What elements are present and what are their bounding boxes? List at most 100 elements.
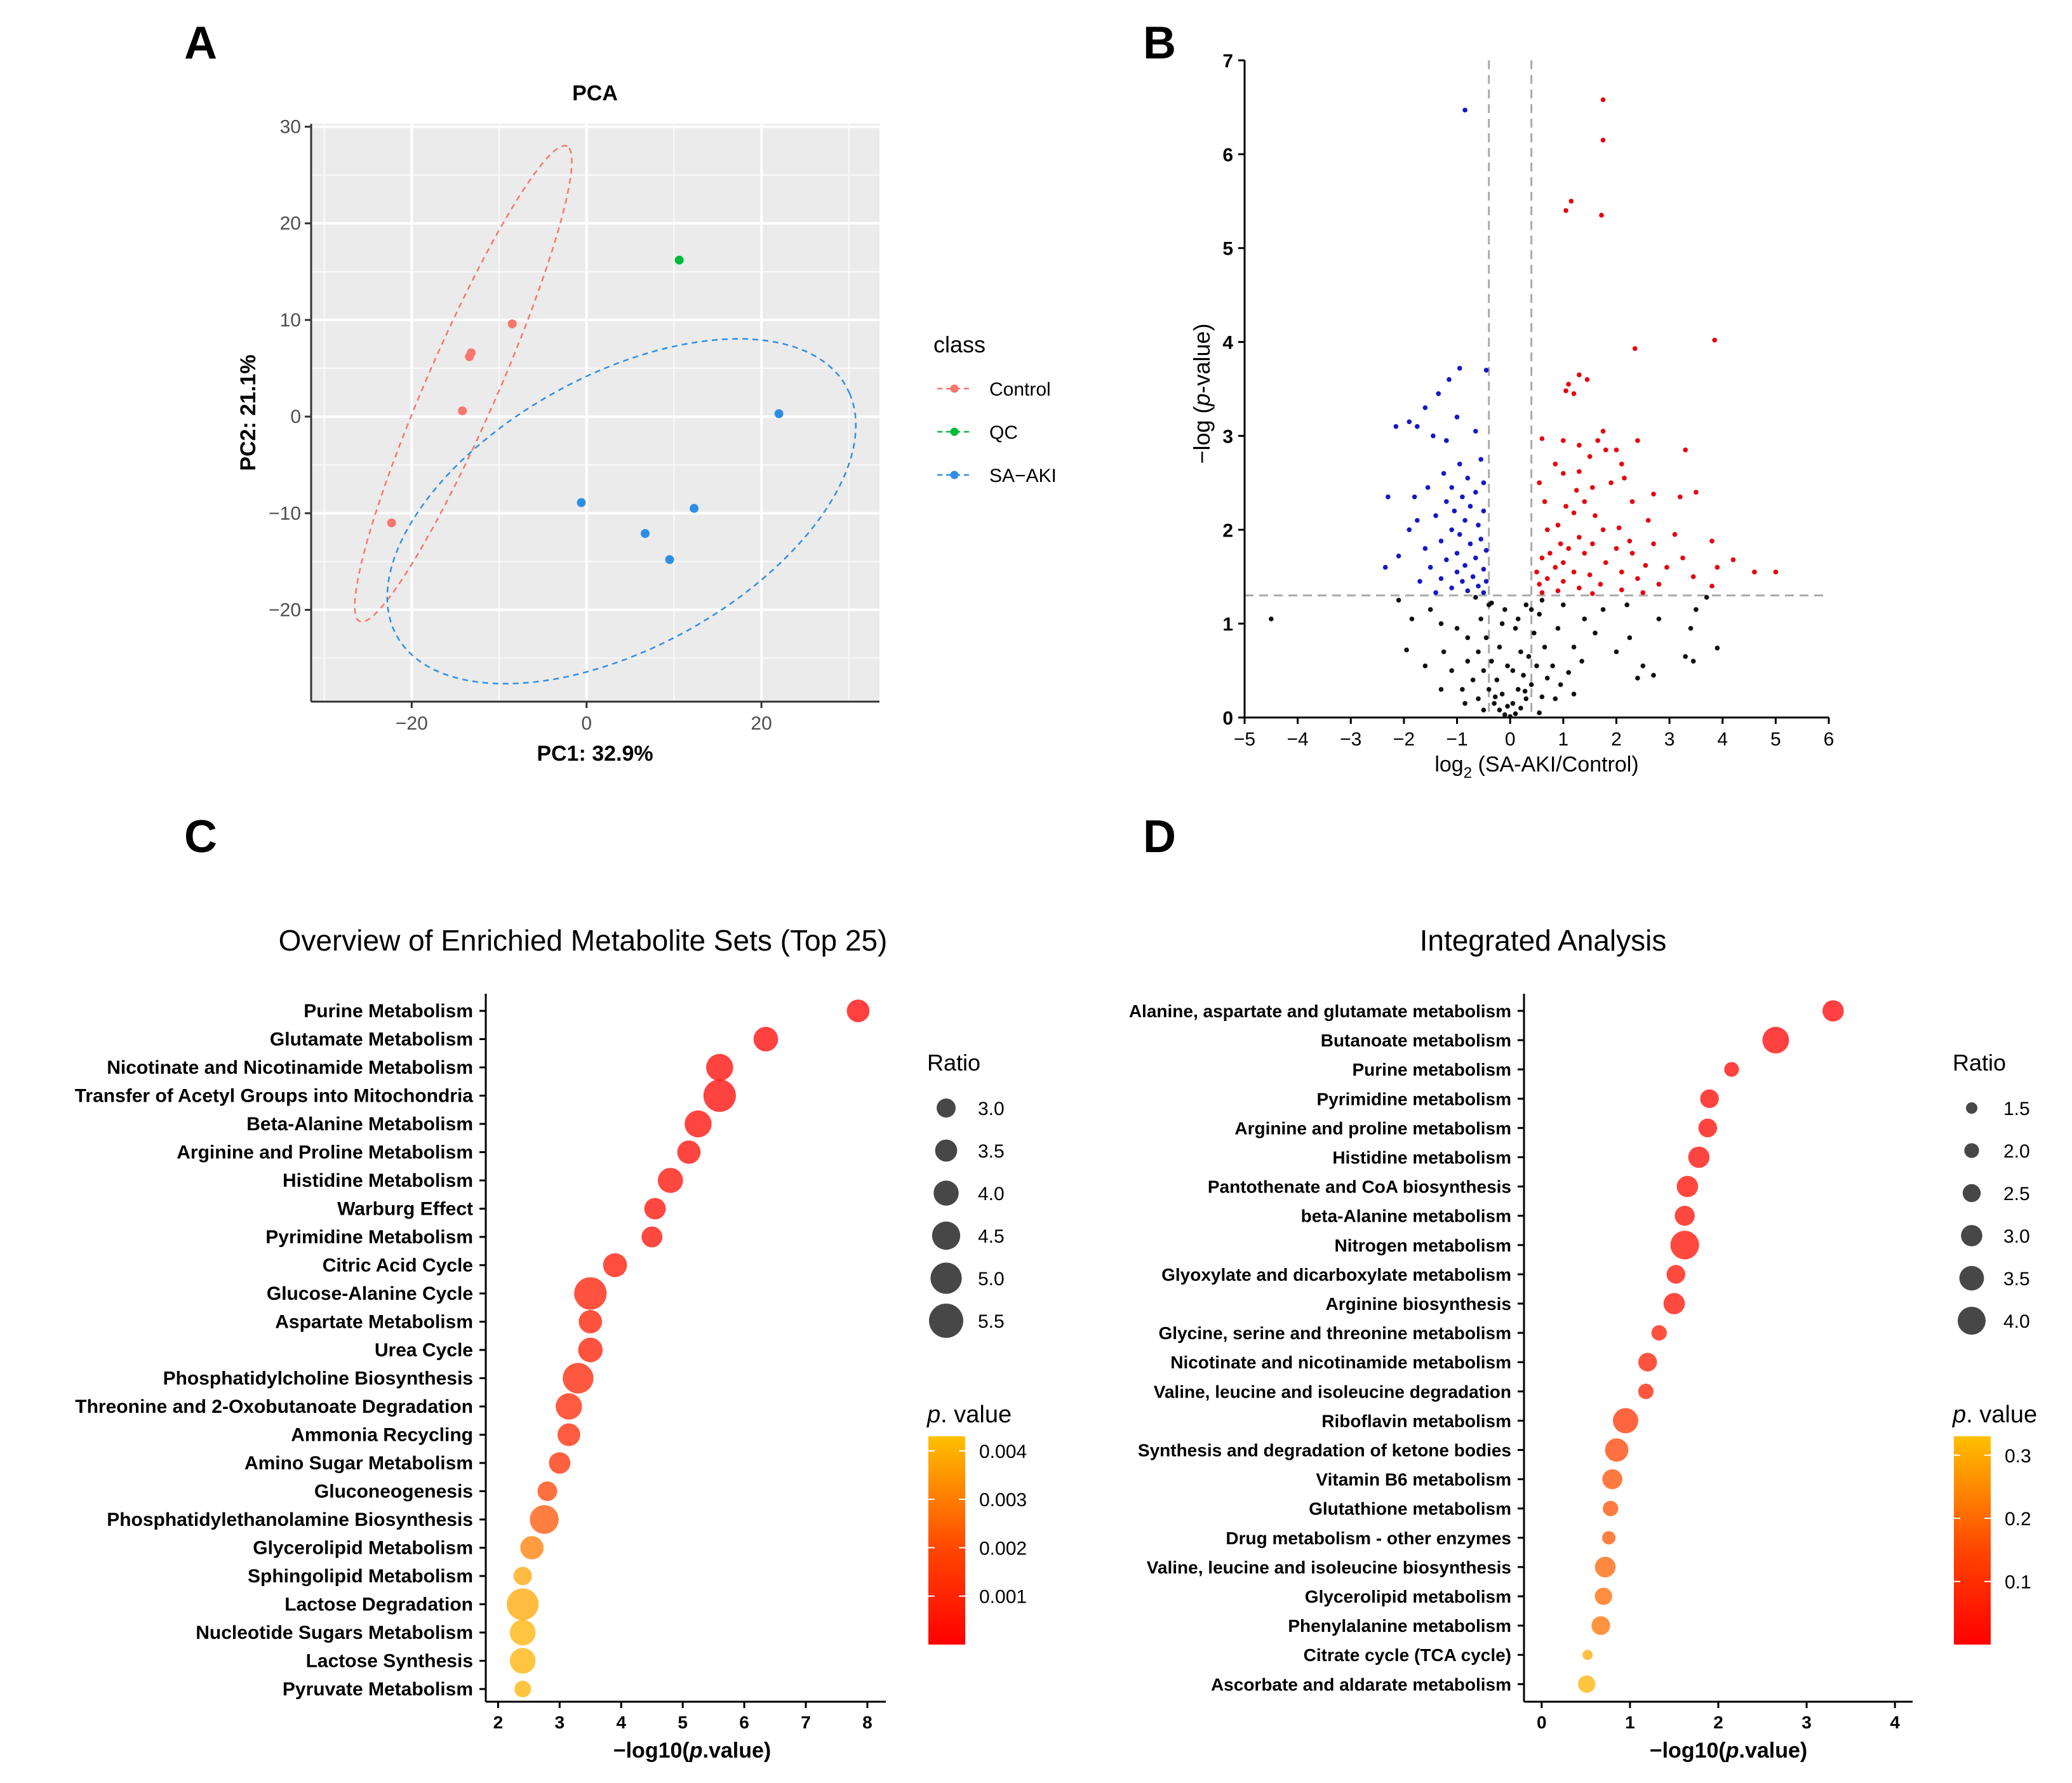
integrated-bubble (1578, 1675, 1596, 1693)
enrichment-legend-size-key (929, 1304, 963, 1338)
enrichment-category-label: Purine Metabolism (304, 1001, 473, 1022)
enrichment-bubble (574, 1277, 607, 1310)
volcano-point-ns (1539, 598, 1545, 603)
enrichment-legend-size-key (932, 1221, 961, 1250)
volcano-point-down (1457, 531, 1462, 537)
volcano-point-ns (1651, 672, 1656, 678)
volcano-point-ns (1600, 607, 1606, 612)
volcano-point-up (1595, 438, 1600, 443)
volcano-point-ns (1518, 705, 1523, 711)
volcano-point-ns (1513, 711, 1518, 716)
pca-legend-key-point (950, 384, 959, 393)
volcano-point-down (1393, 424, 1399, 429)
volcano-point-ns (1694, 607, 1699, 612)
integrated-category-label: Alanine, aspartate and glutamate metabol… (1129, 1001, 1511, 1021)
volcano-point-up (1539, 555, 1545, 561)
integrated-legend-size-key (1964, 1143, 1979, 1158)
volcano-point-ns (1521, 672, 1526, 678)
integrated-bubble (1651, 1325, 1667, 1341)
enrichment-legend-size-key (930, 1262, 962, 1294)
integrated-legend-color-title: p. value (1952, 1401, 2037, 1428)
pca-gridlines (311, 124, 879, 702)
volcano-point-ns (1454, 625, 1460, 631)
integrated-category-label: Nicotinate and nicotinamide metabolism (1170, 1352, 1511, 1372)
pca-y-tick-label: 0 (290, 406, 301, 427)
integrated-legend-size-key (1961, 1225, 1982, 1246)
volcano-point-ns (1683, 654, 1688, 659)
volcano-point-ns (1502, 712, 1507, 718)
volcano-point-ns (1539, 694, 1545, 700)
volcano-point-down (1417, 578, 1422, 584)
volcano-point-ns (1470, 678, 1476, 683)
volcano-point-ns (1505, 704, 1510, 709)
volcano-points (1269, 97, 1779, 719)
enrichment-bubble (537, 1481, 558, 1501)
volcano-point-down (1422, 546, 1428, 551)
integrated-bubble (1582, 1650, 1593, 1660)
volcano-point-down (1465, 588, 1471, 594)
volcano-point-ns (1688, 625, 1694, 631)
volcano-point-ns (1497, 644, 1502, 650)
volcano-xlabel-suffix: (SA-AKI/Control) (1472, 752, 1639, 777)
volcano-point-up (1694, 490, 1699, 495)
volcano-point-up (1593, 513, 1598, 518)
integrated-category-label: Drug metabolism - other enzymes (1226, 1528, 1511, 1548)
volcano-point-down (1444, 499, 1449, 504)
enrichment-bubble (706, 1053, 733, 1081)
pca-ellipse-control (354, 145, 573, 623)
volcano-point-up (1561, 438, 1566, 443)
volcano-point-up (1635, 576, 1640, 581)
enrichment-category-label: Lactose Degradation (284, 1594, 473, 1615)
enrichment-bubble (530, 1505, 559, 1534)
volcano-point-down (1431, 433, 1436, 439)
enrichment-legend-size-label: 4.0 (978, 1184, 1005, 1205)
volcano-point-up (1614, 447, 1619, 453)
volcano-point-down (1481, 590, 1487, 596)
volcano-point-ns (1422, 663, 1428, 669)
volcano-point-up (1566, 382, 1571, 387)
volcano-point-up (1568, 198, 1574, 204)
volcano-ylabel-italic: p (1189, 393, 1215, 406)
volcano-point-ns (1483, 635, 1489, 641)
volcano-point-down (1454, 570, 1460, 575)
volcano-point-down (1473, 555, 1478, 561)
volcano-point-up (1600, 527, 1606, 533)
integrated-bubble (1676, 1175, 1699, 1198)
volcano-point-down (1483, 368, 1489, 373)
integrated-category-label: Pantothenate and CoA biosynthesis (1208, 1177, 1511, 1197)
integrated-legend-size-label: 2.0 (2003, 1141, 2030, 1162)
volcano-point-up (1544, 527, 1550, 533)
volcano-point-up (1603, 560, 1608, 565)
volcano-point-down (1444, 438, 1449, 443)
volcano-point-down (1457, 366, 1462, 371)
volcano-point-ns (1714, 645, 1720, 651)
volcano-point-ns (1510, 668, 1516, 673)
volcano-point-ns (1513, 625, 1518, 631)
enrichment-category-label: Glucose-Alanine Cycle (267, 1283, 473, 1304)
enrichment-legend-size-key (933, 1180, 959, 1206)
volcano-point-down (1481, 508, 1487, 514)
volcano-point-up (1645, 518, 1651, 523)
volcano-point-up (1672, 531, 1678, 537)
integrated-colorbar-label: 0.3 (2005, 1446, 2031, 1467)
enrichment-bubble (509, 1619, 536, 1646)
volcano-point-up (1709, 538, 1714, 544)
volcano-point-ns (1537, 611, 1542, 617)
volcano-point-down (1449, 484, 1454, 490)
integrated-legend-size-label: 3.5 (2003, 1269, 2030, 1290)
volcano-point-ns (1523, 696, 1529, 702)
enrichment-bubble (753, 1027, 779, 1052)
volcano-point-ns (1593, 631, 1598, 636)
volcano-point-ns (1515, 616, 1521, 622)
volcano-point-up (1577, 535, 1582, 540)
integrated-legend-size-label: 3.0 (2003, 1226, 2030, 1247)
integrated-legend-size-key (1959, 1265, 1984, 1291)
pca-points (387, 255, 784, 564)
integrated-category-label: Valine, leucine and isoleucine degradati… (1154, 1382, 1511, 1401)
volcano-point-ns (1534, 663, 1539, 669)
integrated-category-label: Riboflavin metabolism (1321, 1411, 1511, 1431)
volcano-point-up (1537, 480, 1542, 486)
enrichment-x-tick-label: 7 (801, 1713, 811, 1732)
volcano-y-tick-label: 2 (1222, 520, 1233, 541)
volcano-point-up (1547, 551, 1553, 556)
